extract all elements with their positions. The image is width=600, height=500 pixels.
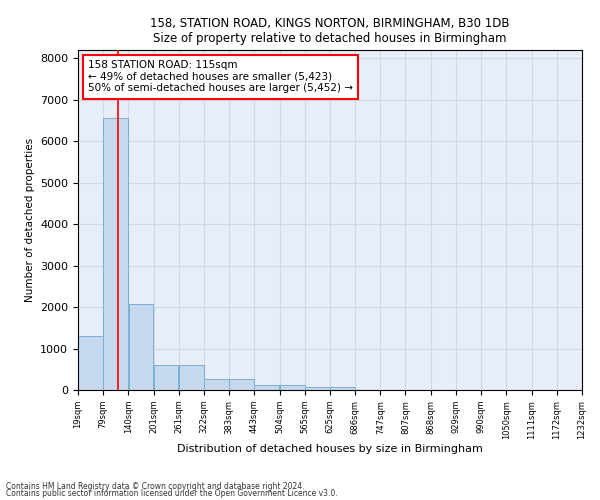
Bar	[128, 304, 154, 390]
Title: 158, STATION ROAD, KINGS NORTON, BIRMINGHAM, B30 1DB
Size of property relative t: 158, STATION ROAD, KINGS NORTON, BIRMING…	[150, 16, 510, 44]
Bar	[229, 379, 254, 390]
Bar	[330, 386, 355, 390]
Bar	[280, 385, 305, 390]
Bar	[103, 118, 128, 390]
Bar	[305, 386, 329, 390]
Bar	[254, 385, 279, 390]
Text: 158 STATION ROAD: 115sqm
← 49% of detached houses are smaller (5,423)
50% of sem: 158 STATION ROAD: 115sqm ← 49% of detach…	[88, 60, 353, 94]
Text: Contains HM Land Registry data © Crown copyright and database right 2024.: Contains HM Land Registry data © Crown c…	[6, 482, 305, 491]
Y-axis label: Number of detached properties: Number of detached properties	[25, 138, 35, 302]
Bar	[204, 379, 229, 390]
Bar	[154, 365, 178, 390]
Bar	[179, 365, 203, 390]
Bar	[78, 336, 103, 390]
Text: Contains public sector information licensed under the Open Government Licence v3: Contains public sector information licen…	[6, 489, 338, 498]
X-axis label: Distribution of detached houses by size in Birmingham: Distribution of detached houses by size …	[177, 444, 483, 454]
